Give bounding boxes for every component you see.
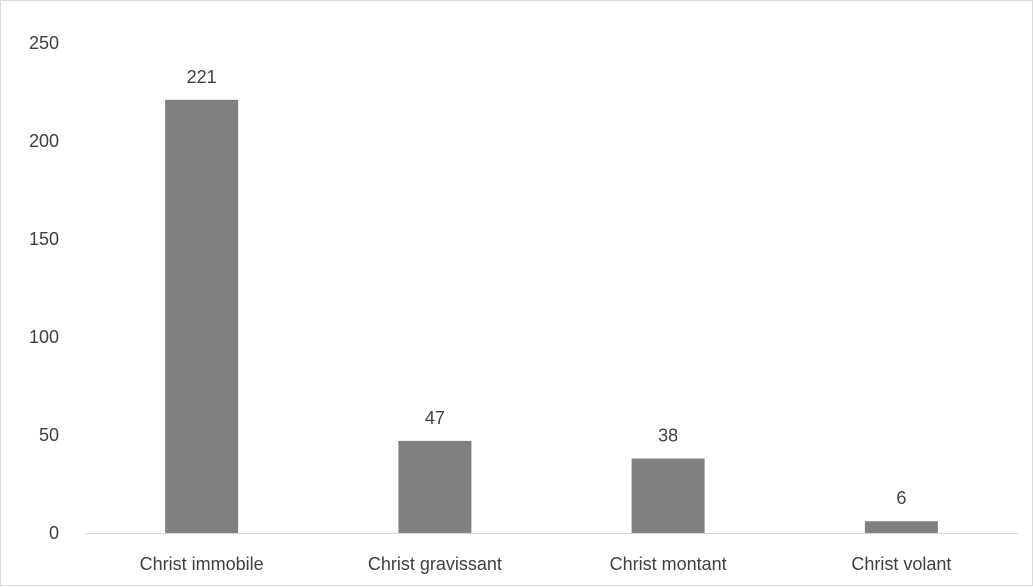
data-labels-group: 221 47 38 6 bbox=[187, 67, 907, 508]
data-label: 47 bbox=[425, 408, 445, 428]
y-tick-label: 50 bbox=[39, 425, 59, 445]
category-label: Christ gravissant bbox=[368, 554, 502, 574]
y-tick-label: 200 bbox=[29, 131, 59, 151]
y-tick-label: 150 bbox=[29, 229, 59, 249]
data-label: 221 bbox=[187, 67, 217, 87]
bar bbox=[631, 458, 705, 533]
y-tick-label: 250 bbox=[29, 33, 59, 53]
bar bbox=[398, 440, 472, 533]
y-tick-label: 0 bbox=[49, 523, 59, 543]
bar bbox=[165, 99, 239, 533]
category-label: Christ immobile bbox=[140, 554, 264, 574]
category-labels-group: Christ immobile Christ gravissant Christ m… bbox=[140, 554, 952, 574]
y-axis-ticks: 0 50 100 150 200 250 bbox=[29, 33, 59, 543]
category-label: Christ montant bbox=[610, 554, 727, 574]
bars-group bbox=[165, 99, 938, 533]
bar bbox=[864, 521, 938, 533]
y-tick-label: 100 bbox=[29, 327, 59, 347]
data-label: 6 bbox=[896, 488, 906, 508]
data-label: 38 bbox=[658, 426, 678, 446]
category-label: Christ volant bbox=[851, 554, 951, 574]
